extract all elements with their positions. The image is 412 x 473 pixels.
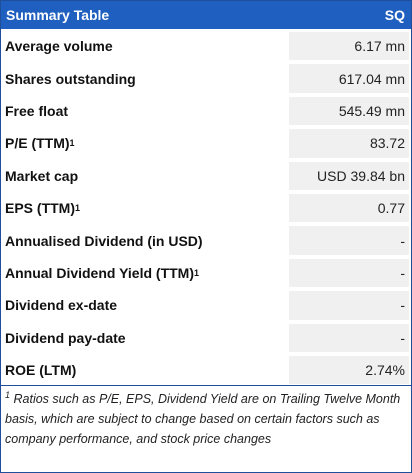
row-label: EPS (TTM) 1 [5, 200, 81, 217]
table-row: EPS (TTM) 1 0.77 [1, 192, 411, 224]
row-label: Average volume [5, 38, 113, 55]
row-value: 0.77 [289, 193, 409, 223]
row-value: 617.04 mn [289, 64, 409, 93]
table-title: Summary Table [6, 7, 110, 23]
footnote-text: Ratios such as P/E, EPS, Dividend Yield … [5, 392, 401, 446]
row-label: ROE (LTM) [5, 362, 77, 379]
table-row: Average volume 6.17 mn [1, 30, 411, 62]
row-label: Market cap [5, 167, 79, 184]
row-label: Annualised Dividend (in USD) [5, 232, 203, 249]
table-row: Annual Dividend Yield (TTM) 1 - [1, 257, 411, 289]
row-value: - [289, 323, 409, 352]
table-row: Annualised Dividend (in USD) - [1, 224, 411, 256]
table-row: Shares outstanding 617.04 mn [1, 62, 411, 94]
row-value: - [289, 258, 409, 288]
row-value: 83.72 [289, 129, 409, 158]
row-value: - [289, 226, 409, 255]
table-row: P/E (TTM) 1 83.72 [1, 127, 411, 159]
table-body: Average volume 6.17 mn Shares outstandin… [1, 30, 411, 386]
row-label: P/E (TTM) 1 [5, 135, 75, 152]
row-label: Free float [5, 102, 69, 119]
table-row: ROE (LTM) 2.74% [1, 354, 411, 386]
table-row: Dividend ex-date - [1, 289, 411, 321]
row-value: 6.17 mn [289, 32, 409, 61]
table-header: Summary Table SQ [1, 1, 411, 29]
row-label: Shares outstanding [5, 70, 136, 87]
row-value: 545.49 mn [289, 96, 409, 126]
ticker-symbol: SQ [384, 7, 405, 23]
row-label: Dividend pay-date [5, 329, 126, 346]
table-row: Free float 545.49 mn [1, 95, 411, 127]
row-value: 2.74% [289, 355, 409, 385]
footnote-marker: 1 [5, 389, 11, 400]
table-row: Market cap USD 39.84 bn [1, 160, 411, 192]
footnote: 1 Ratios such as P/E, EPS, Dividend Yiel… [1, 385, 411, 449]
row-value: - [289, 291, 409, 320]
row-value: USD 39.84 bn [289, 161, 409, 190]
table-row: Dividend pay-date - [1, 322, 411, 354]
row-label: Annual Dividend Yield (TTM) 1 [5, 264, 200, 281]
row-label: Dividend ex-date [5, 297, 118, 314]
